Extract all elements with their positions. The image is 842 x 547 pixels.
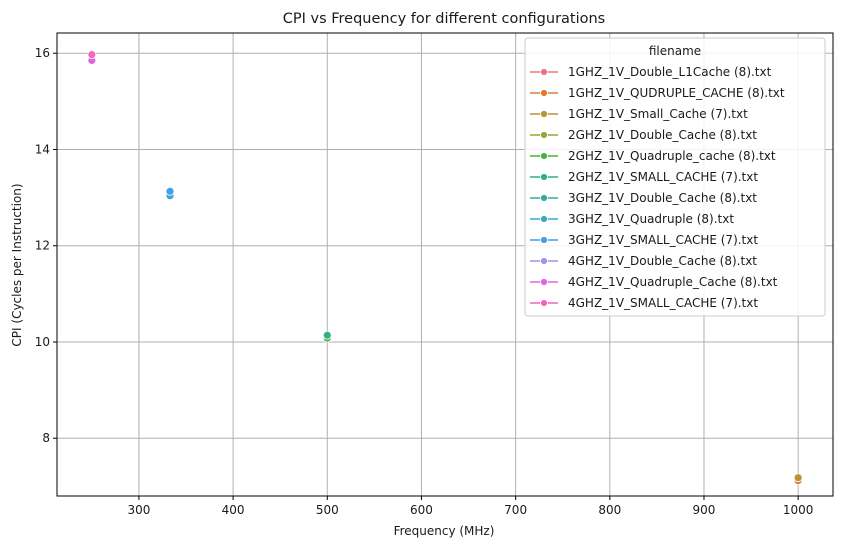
legend-label: 3GHZ_1V_SMALL_CACHE (7).txt [568, 233, 758, 247]
x-tick-label: 800 [598, 503, 621, 517]
legend-box [524, 37, 826, 317]
legend-marker [540, 299, 548, 307]
x-tick-label: 700 [504, 503, 527, 517]
x-tick-label: 500 [316, 503, 339, 517]
x-axis-label: Frequency (MHz) [394, 524, 495, 538]
legend-label: 1GHZ_1V_Small_Cache (7).txt [568, 107, 748, 121]
x-tick-label: 300 [127, 503, 150, 517]
data-marks [87, 50, 803, 485]
plot-area-frame [56, 32, 834, 497]
legend-title: filename [649, 44, 701, 58]
legend-item: 2GHZ_1V_Double_Cache (8).txt [530, 128, 757, 142]
legend-item: 1GHZ_1V_QUDRUPLE_CACHE (8).txt [530, 86, 785, 100]
legend-marker [540, 278, 548, 286]
legend-label: 2GHZ_1V_Quadruple_cache (8).txt [568, 149, 776, 163]
x-tick-label: 1000 [783, 503, 814, 517]
legend-item: 2GHZ_1V_Quadruple_cache (8).txt [530, 149, 776, 163]
legend-marker [540, 173, 548, 181]
y-tick-label: 16 [35, 46, 50, 60]
chart-title: CPI vs Frequency for different configura… [283, 11, 606, 27]
legend-marker [540, 89, 548, 97]
data-point [165, 186, 175, 196]
legend-item: 4GHZ_1V_Quadruple_Cache (8).txt [530, 275, 778, 289]
axis-ticks: 300 400 500 600 700 800 900 1000 8 10 12 14 16 [35, 46, 814, 517]
legend-marker [540, 68, 548, 76]
legend-item: 4GHZ_1V_SMALL_CACHE (7).txt [530, 296, 758, 310]
legend-item: 2GHZ_1V_SMALL_CACHE (7).txt [530, 170, 758, 184]
legend-label: 3GHZ_1V_Double_Cache (8).txt [568, 191, 757, 205]
legend-marker [540, 257, 548, 265]
legend-label: 1GHZ_1V_QUDRUPLE_CACHE (8).txt [568, 86, 785, 100]
legend-label: 4GHZ_1V_SMALL_CACHE (7).txt [568, 296, 758, 310]
legend-item: 1GHZ_1V_Small_Cache (7).txt [530, 107, 748, 121]
legend-label: 4GHZ_1V_Quadruple_Cache (8).txt [568, 275, 778, 289]
legend-marker [540, 152, 548, 160]
legend-item: 3GHZ_1V_Double_Cache (8).txt [530, 191, 757, 205]
legend-item: 3GHZ_1V_SMALL_CACHE (7).txt [530, 233, 758, 247]
data-point [87, 50, 97, 60]
y-tick-label: 8 [42, 431, 50, 445]
legend-marker [540, 215, 548, 223]
x-tick-label: 900 [693, 503, 716, 517]
x-tick-label: 400 [222, 503, 245, 517]
legend-marker [540, 131, 548, 139]
legend-label: 1GHZ_1V_Double_L1Cache (8).txt [568, 65, 772, 79]
legend-marker [540, 194, 548, 202]
data-point [793, 473, 803, 483]
y-tick-label: 10 [35, 335, 50, 349]
x-tick-label: 600 [410, 503, 433, 517]
legend-label: 2GHZ_1V_Double_Cache (8).txt [568, 128, 757, 142]
legend-item: 1GHZ_1V_Double_L1Cache (8).txt [530, 65, 772, 79]
legend-item: 3GHZ_1V_Quadruple (8).txt [530, 212, 734, 226]
legend-marker [540, 110, 548, 118]
legend-label: 2GHZ_1V_SMALL_CACHE (7).txt [568, 170, 758, 184]
legend-item: 4GHZ_1V_Double_Cache (8).txt [530, 254, 757, 268]
legend-marker [540, 236, 548, 244]
data-point [322, 330, 332, 340]
y-tick-label: 14 [35, 142, 50, 156]
y-tick-label: 12 [35, 239, 50, 253]
y-axis-label: CPI (Cycles per Instruction) [10, 183, 24, 346]
legend-label: 4GHZ_1V_Double_Cache (8).txt [568, 254, 757, 268]
legend-label: 3GHZ_1V_Quadruple (8).txt [568, 212, 734, 226]
legend: filename 1GHZ_1V_Double_L1Cache (8).txt 1… [524, 37, 826, 317]
